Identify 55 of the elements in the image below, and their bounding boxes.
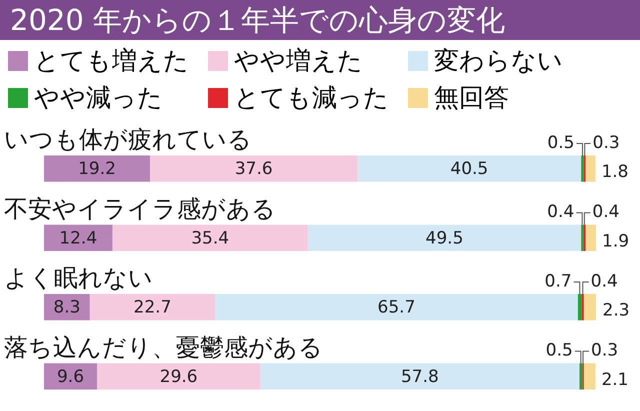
bar [581, 155, 584, 182]
bar [308, 224, 582, 252]
y-tick-label: いつも体が疲れている [4, 126, 252, 154]
y-tick-label: 不安やイライラ感がある [4, 194, 276, 223]
data-label: 19.2 [78, 159, 116, 180]
chart-title: 2020 年からの１年半での心身の変化 [0, 0, 640, 40]
data-label: 49.5 [426, 228, 464, 248]
data-label: 65.7 [378, 298, 416, 318]
bar [584, 363, 596, 390]
data-label: 2.1 [601, 370, 628, 390]
data-label: 8.3 [53, 298, 80, 318]
bar [112, 224, 308, 252]
bar [44, 363, 97, 390]
data-label: 37.6 [234, 159, 273, 180]
data-label: 0.5 [547, 132, 574, 153]
data-label: 0.4 [590, 271, 618, 292]
data-label: 0.5 [546, 340, 573, 361]
data-label: 29.6 [160, 366, 198, 387]
data-label: 9.6 [56, 366, 84, 387]
data-label: 40.5 [450, 159, 488, 180]
bar [44, 294, 90, 320]
data-label: 0.3 [592, 132, 620, 153]
bar [584, 294, 596, 320]
data-label: 1.9 [602, 231, 630, 252]
data-label: 12.4 [59, 228, 98, 248]
data-label: 35.4 [191, 228, 230, 248]
data-label: 22.7 [134, 298, 172, 318]
bar [358, 155, 582, 182]
bar [215, 294, 578, 320]
data-label: 0.4 [547, 202, 574, 222]
bar [44, 155, 150, 182]
bar [150, 155, 358, 182]
data-label: 0.3 [591, 340, 618, 361]
bar [579, 363, 582, 390]
bar [90, 294, 216, 320]
bar [44, 224, 112, 252]
bar [586, 224, 596, 252]
legend-label: 変わらない [434, 45, 563, 77]
legend-label: やや減った [34, 82, 163, 114]
data-label: 2.3 [602, 300, 630, 321]
bar [583, 224, 586, 252]
legend-label: 無回答 [434, 82, 509, 114]
bar [586, 155, 596, 182]
bar [260, 363, 580, 390]
legend-label: とても増えた [34, 45, 189, 77]
data-label: 57.8 [400, 366, 439, 387]
bar [578, 294, 582, 320]
data-label: 1.8 [601, 162, 628, 182]
bar [96, 363, 260, 390]
y-tick-label: よく眠れない [4, 264, 153, 292]
data-label: 0.7 [544, 271, 572, 292]
legend-label: やや増えた [234, 45, 363, 77]
y-tick-label: 落ち込んだり、憂鬱感がある [4, 333, 323, 362]
legend-label: とても減った [234, 82, 389, 114]
data-label: 0.4 [592, 202, 620, 222]
